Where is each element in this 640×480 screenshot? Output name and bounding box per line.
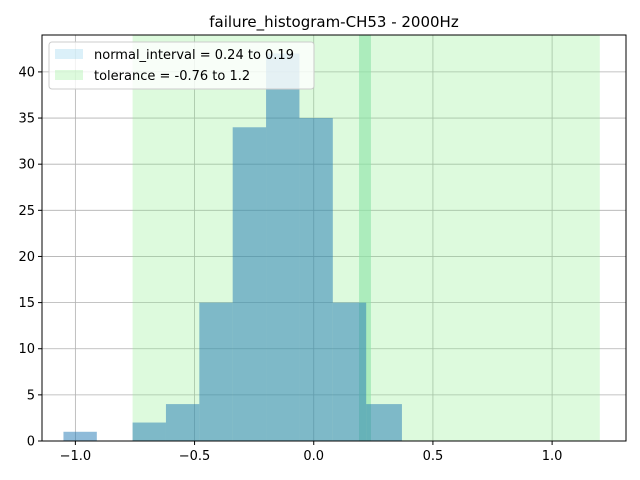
normal-interval-overlap	[359, 35, 371, 441]
y-tick-label: 25	[18, 204, 35, 219]
histogram-bar	[266, 53, 300, 442]
axes: −1.0 −0.5 0.0 0.5 1.0 0 5 10 15 20 25 30 35 40	[18, 34, 627, 464]
histogram-bar	[165, 404, 200, 441]
legend-box	[48, 41, 315, 90]
y-tick-label: 20	[18, 250, 35, 265]
y-tick-label: 15	[18, 296, 35, 311]
histogram-bar	[63, 431, 97, 441]
y-tick-label: 0	[27, 435, 35, 450]
histogram-bar	[332, 302, 367, 441]
y-tick-label: 10	[18, 342, 35, 357]
x-tick-label: 0.0	[303, 449, 324, 464]
normal-interval-span	[359, 35, 371, 441]
histogram-bar	[132, 422, 166, 441]
histogram-bars	[63, 53, 402, 442]
legend-swatch-tolerance	[55, 70, 83, 80]
x-tick-label: −0.5	[179, 449, 211, 464]
legend-label-normal-interval: normal_interval = 0.24 to 0.19	[94, 48, 294, 63]
y-tick-label: 40	[18, 65, 35, 80]
x-tick-label: −1.0	[60, 449, 92, 464]
x-tick-label: 0.5	[423, 449, 444, 464]
y-tick-label: 35	[18, 112, 35, 127]
legend: normal_interval = 0.24 to 0.19 tolerance …	[48, 41, 315, 90]
legend-swatch-normal-interval	[55, 49, 83, 59]
y-tick-label: 30	[18, 158, 35, 173]
chart-title: failure_histogram-CH53 - 2000Hz	[209, 13, 459, 32]
plot-frame	[41, 34, 627, 442]
histogram-bar	[199, 302, 233, 441]
histogram-bar	[366, 404, 402, 441]
legend-label-tolerance: tolerance = -0.76 to 1.2	[94, 69, 250, 84]
x-tick-label: 1.0	[542, 449, 563, 464]
histogram-bar	[299, 118, 333, 441]
histogram-bar	[232, 127, 267, 441]
y-tick-label: 5	[27, 388, 35, 403]
